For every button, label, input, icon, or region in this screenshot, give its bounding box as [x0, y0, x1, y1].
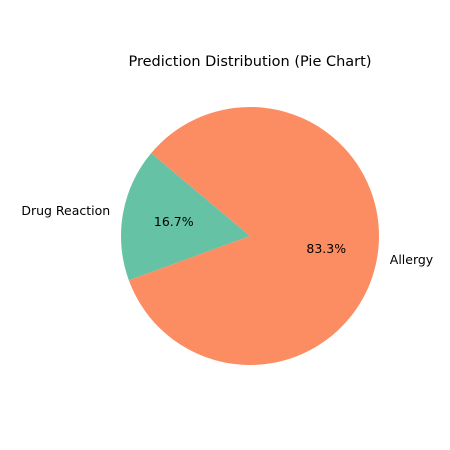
pie-slice-allergy [128, 106, 379, 366]
slice-label-drug-reaction: Drug Reaction [21, 203, 110, 218]
pie-slice-drug-reaction [121, 153, 250, 281]
slice-label-allergy: Allergy [390, 252, 434, 267]
chart-title: Prediction Distribution (Pie Chart) [129, 54, 372, 70]
pie-slices [121, 106, 379, 366]
pie-labels: Drug Reaction 16.7% Allergy 83.3% [21, 203, 433, 267]
percent-label-drug-reaction: 16.7% [154, 214, 194, 229]
percent-label-allergy: 83.3% [306, 241, 346, 256]
